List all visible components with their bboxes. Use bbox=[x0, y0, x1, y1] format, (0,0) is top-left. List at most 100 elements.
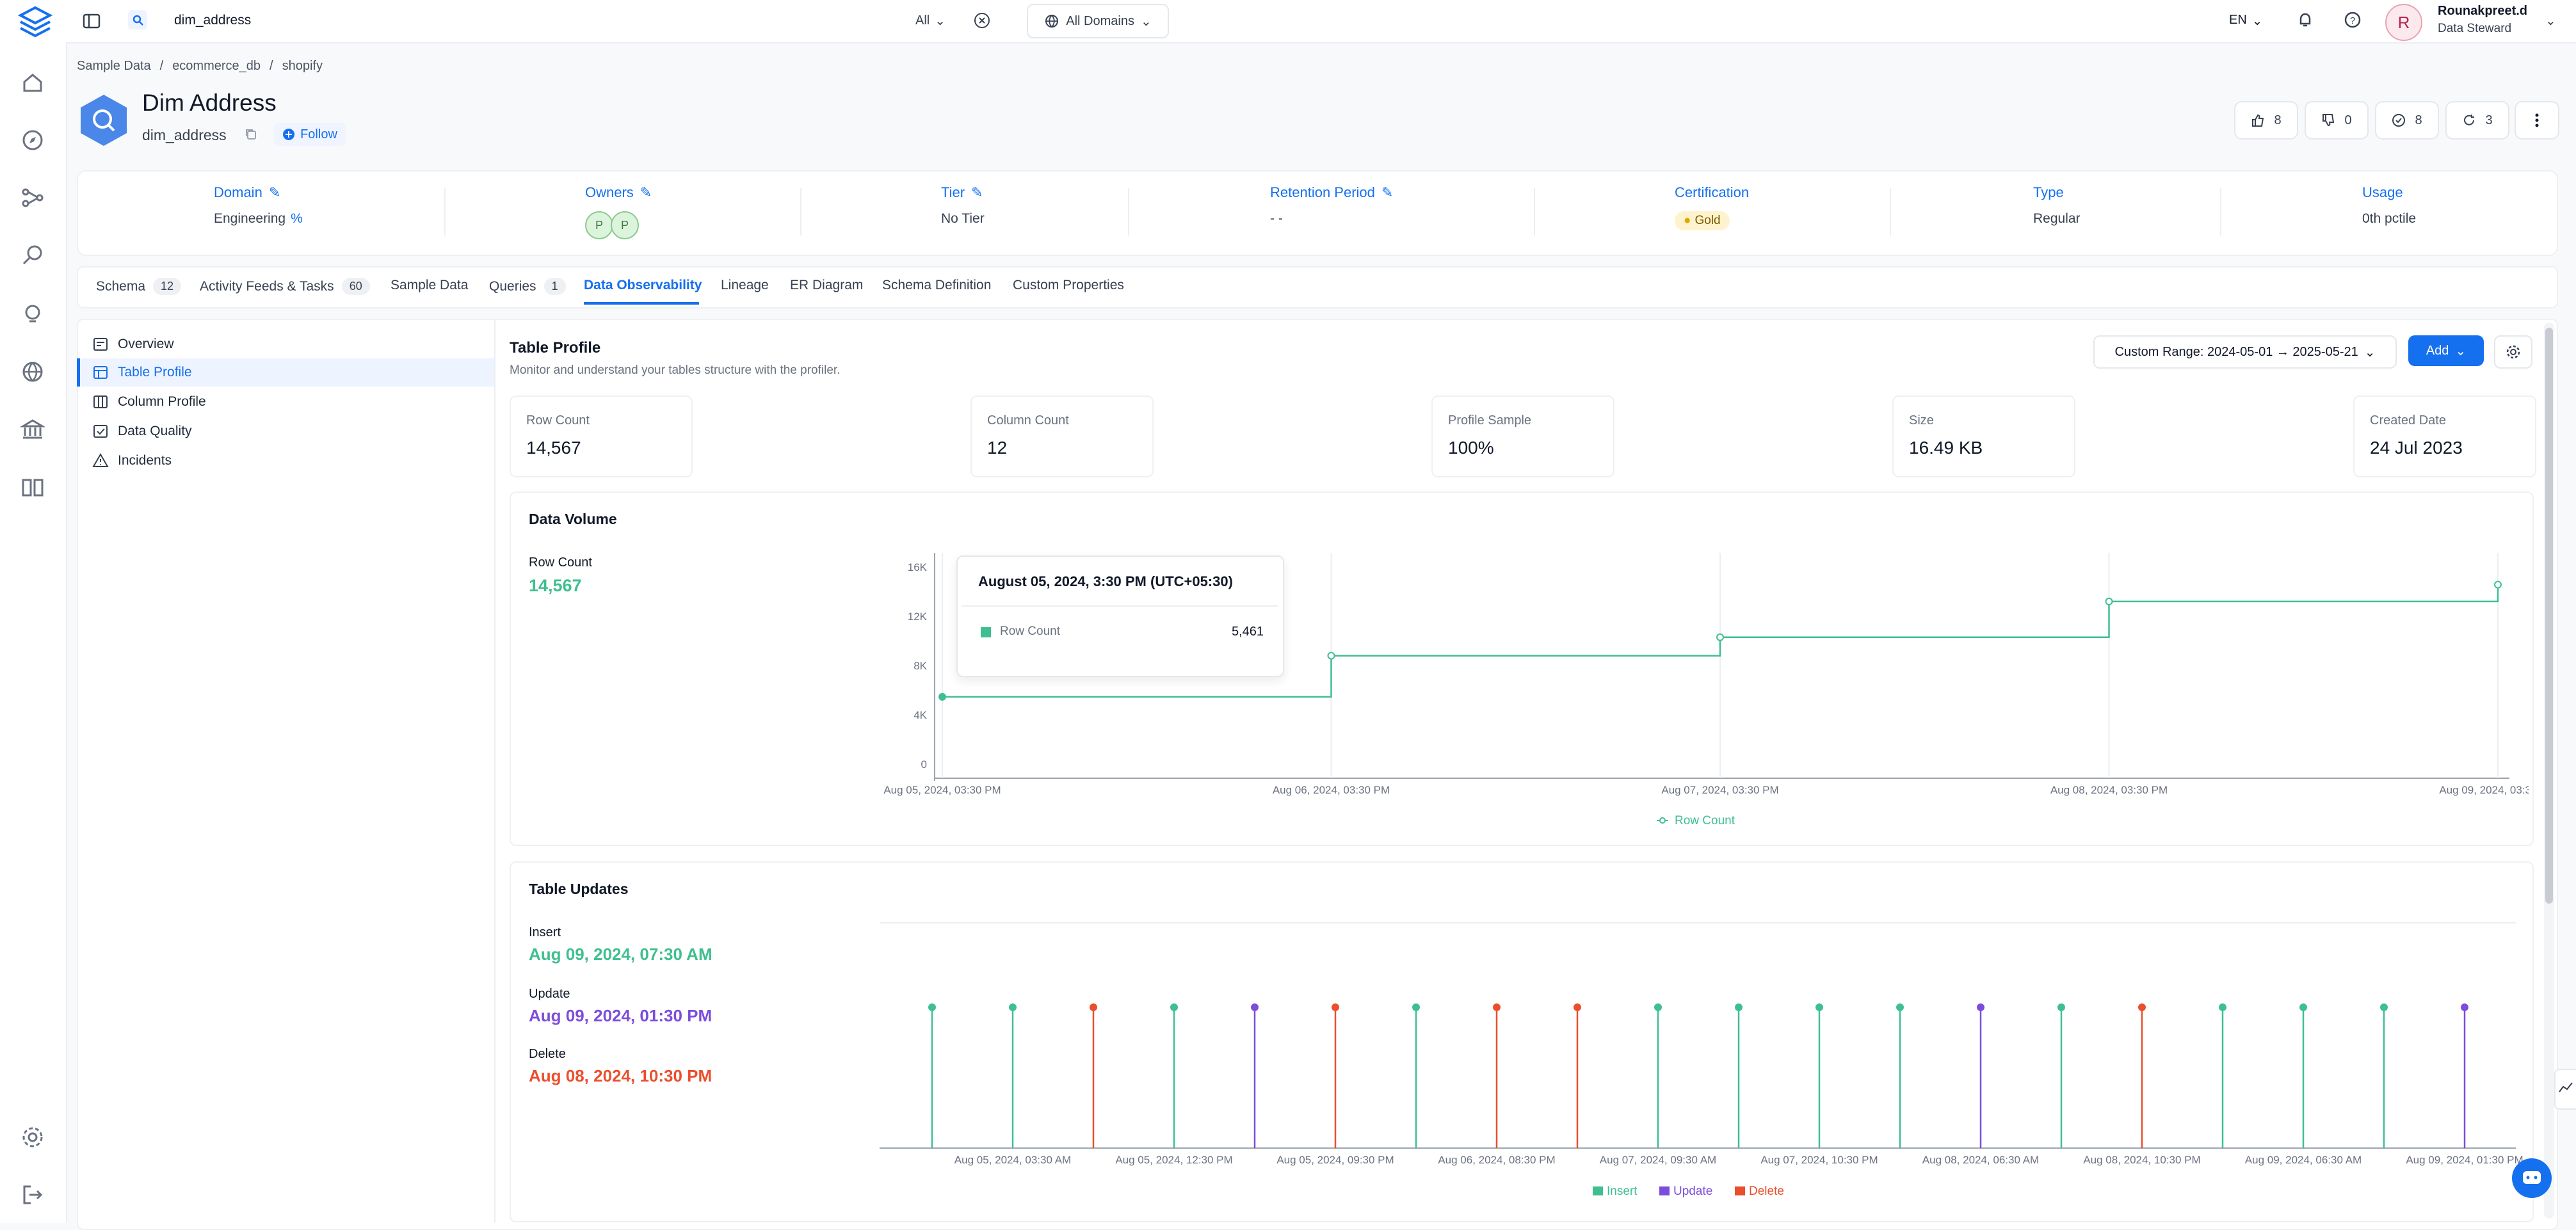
lineage-icon[interactable] bbox=[19, 184, 46, 211]
search-scope-select[interactable]: All ⌄ bbox=[915, 13, 946, 29]
stat-value: 24 Jul 2023 bbox=[2370, 438, 2463, 458]
settings-gear-icon[interactable] bbox=[19, 1124, 46, 1151]
x-tick-label: Aug 09, 2024, 01:30 PM bbox=[2406, 1154, 2523, 1166]
event-marker bbox=[2057, 1003, 2065, 1011]
clear-search-icon[interactable] bbox=[973, 12, 991, 29]
edit-pencil-icon[interactable]: ✎ bbox=[268, 184, 281, 200]
tab-schema[interactable]: Schema 12 bbox=[96, 278, 182, 295]
breadcrumb-separator: / bbox=[159, 59, 164, 73]
scrollbar-thumb[interactable] bbox=[2545, 328, 2553, 904]
tab-label: Data Observability bbox=[584, 278, 702, 292]
tab-data-observability[interactable]: Data Observability bbox=[584, 278, 702, 293]
copy-icon[interactable] bbox=[243, 127, 259, 142]
chevron-down-icon: ⌄ bbox=[2364, 345, 2376, 360]
sidebar-item-table-profile[interactable]: Table Profile bbox=[77, 358, 494, 387]
update-label: Update bbox=[529, 987, 570, 1001]
tab-schema-definition[interactable]: Schema Definition bbox=[882, 278, 991, 293]
event-marker bbox=[1009, 1003, 1017, 1011]
tab-custom-properties[interactable]: Custom Properties bbox=[1013, 278, 1124, 293]
legend-swatch bbox=[1735, 1186, 1745, 1195]
vote-down-button[interactable]: 0 bbox=[2305, 101, 2369, 140]
edit-pencil-icon[interactable]: ✎ bbox=[640, 184, 652, 200]
stat-row-count: Row Count 14,567 bbox=[510, 395, 693, 477]
table-profile-icon bbox=[92, 364, 109, 381]
tasks-button[interactable]: 8 bbox=[2375, 101, 2439, 140]
tab-activity-feeds[interactable]: Activity Feeds & Tasks 60 bbox=[200, 278, 370, 295]
tab-label: Custom Properties bbox=[1013, 278, 1124, 292]
table-updates-chart[interactable]: Aug 05, 2024, 03:30 AM Aug 05, 2024, 12:3… bbox=[871, 922, 2529, 1203]
data-quality-search-icon[interactable] bbox=[19, 242, 46, 269]
chevron-down-icon[interactable]: ⌄ bbox=[2545, 14, 2556, 28]
search-scope-label: All bbox=[915, 13, 930, 28]
sidebar-item-label: Overview bbox=[118, 337, 174, 351]
version-count: 3 bbox=[2485, 113, 2493, 127]
add-button[interactable]: Add ⌄ bbox=[2408, 335, 2484, 366]
glossary-book-icon[interactable] bbox=[19, 474, 46, 500]
domain-selector[interactable]: All Domains ⌄ bbox=[1027, 4, 1169, 38]
certification-value: Gold bbox=[1695, 214, 1721, 227]
svg-text:?: ? bbox=[2350, 15, 2355, 26]
column-profile-icon bbox=[92, 394, 109, 410]
x-tick-label: Aug 06, 2024, 08:30 PM bbox=[1438, 1154, 1555, 1166]
global-search[interactable]: dim_address All ⌄ bbox=[122, 5, 1018, 36]
stat-label: Size bbox=[1909, 413, 1934, 427]
tab-lineage[interactable]: Lineage bbox=[721, 278, 769, 293]
notifications-bell-icon[interactable] bbox=[2296, 10, 2315, 29]
stat-value: 12 bbox=[987, 438, 1008, 458]
edit-pencil-icon[interactable]: ✎ bbox=[971, 184, 983, 200]
home-icon[interactable] bbox=[19, 69, 46, 96]
profile-title: Table Profile bbox=[510, 339, 601, 356]
owner-avatar[interactable]: P bbox=[611, 211, 639, 239]
tab-queries[interactable]: Queries 1 bbox=[489, 278, 566, 295]
sidebar-item-data-quality[interactable]: Data Quality bbox=[77, 417, 494, 445]
sidebar-toggle-icon[interactable] bbox=[82, 12, 101, 31]
profiler-settings-button[interactable] bbox=[2494, 335, 2532, 369]
search-entity-icon bbox=[128, 10, 147, 29]
app-logo[interactable] bbox=[18, 5, 52, 40]
scrollbar-track[interactable] bbox=[2544, 323, 2554, 1218]
language-selector[interactable]: EN ⌄ bbox=[2229, 13, 2263, 29]
sidebar-item-overview[interactable]: Overview bbox=[77, 330, 494, 358]
usage-value: 0th pctile bbox=[2362, 211, 2417, 226]
data-volume-chart[interactable]: 0 4K 8K 12K 16K Aug 05, 2024, 03:30 PM Aug 06,… bbox=[871, 550, 2529, 832]
user-avatar[interactable]: R bbox=[2385, 4, 2422, 41]
stat-label: Created Date bbox=[2370, 413, 2446, 427]
breadcrumb-item[interactable]: Sample Data bbox=[77, 59, 151, 73]
more-options-button[interactable] bbox=[2515, 101, 2559, 140]
update-value: Aug 09, 2024, 01:30 PM bbox=[529, 1006, 712, 1025]
logout-icon[interactable] bbox=[19, 1181, 46, 1208]
event-marker bbox=[1412, 1003, 1420, 1011]
insights-bulb-icon[interactable] bbox=[19, 301, 46, 328]
governance-bank-icon[interactable] bbox=[19, 416, 46, 443]
sidebar-item-label: Data Quality bbox=[118, 424, 192, 438]
help-question-icon[interactable]: ? bbox=[2343, 10, 2362, 29]
version-button[interactable]: 3 bbox=[2445, 101, 2509, 140]
breadcrumb-item[interactable]: shopify bbox=[282, 59, 323, 73]
tooltip-title: August 05, 2024, 3:30 PM (UTC+05:30) bbox=[978, 573, 1233, 589]
explore-compass-icon[interactable] bbox=[19, 127, 46, 154]
sidebar-item-column-profile[interactable]: Column Profile bbox=[77, 388, 494, 416]
table-updates-title: Table Updates bbox=[529, 881, 629, 897]
chat-support-icon[interactable] bbox=[2512, 1158, 2552, 1198]
edit-pencil-icon[interactable]: ✎ bbox=[1381, 184, 1394, 200]
certification-badge[interactable]: ● Gold bbox=[1675, 211, 1730, 230]
active-indicator bbox=[77, 358, 80, 387]
search-input[interactable]: dim_address bbox=[174, 13, 252, 28]
overview-icon bbox=[92, 336, 109, 353]
side-chart-icon[interactable] bbox=[2554, 1069, 2576, 1110]
follow-button[interactable]: Follow bbox=[274, 123, 346, 146]
certification-info: Certification ● Gold bbox=[1675, 184, 1749, 230]
tab-sample-data[interactable]: Sample Data bbox=[390, 278, 468, 293]
x-tick-label: Aug 05, 2024, 12:30 PM bbox=[1115, 1154, 1232, 1166]
row-count-point bbox=[938, 692, 946, 701]
breadcrumb-item[interactable]: ecommerce_db bbox=[172, 59, 261, 73]
vote-up-button[interactable]: 8 bbox=[2234, 101, 2298, 140]
date-range-picker[interactable]: Custom Range: 2024-05-01 → 2025-05-21 ⌄ bbox=[2093, 335, 2397, 369]
stat-column-count: Column Count 12 bbox=[970, 395, 1154, 477]
info-divider bbox=[800, 188, 801, 236]
domain-value[interactable]: Engineering bbox=[214, 211, 286, 226]
sidebar-item-incidents[interactable]: Incidents bbox=[77, 447, 494, 475]
tab-er-diagram[interactable]: ER Diagram bbox=[790, 278, 863, 293]
domains-globe-icon[interactable] bbox=[19, 358, 46, 385]
owner-avatar[interactable]: P bbox=[585, 211, 613, 239]
